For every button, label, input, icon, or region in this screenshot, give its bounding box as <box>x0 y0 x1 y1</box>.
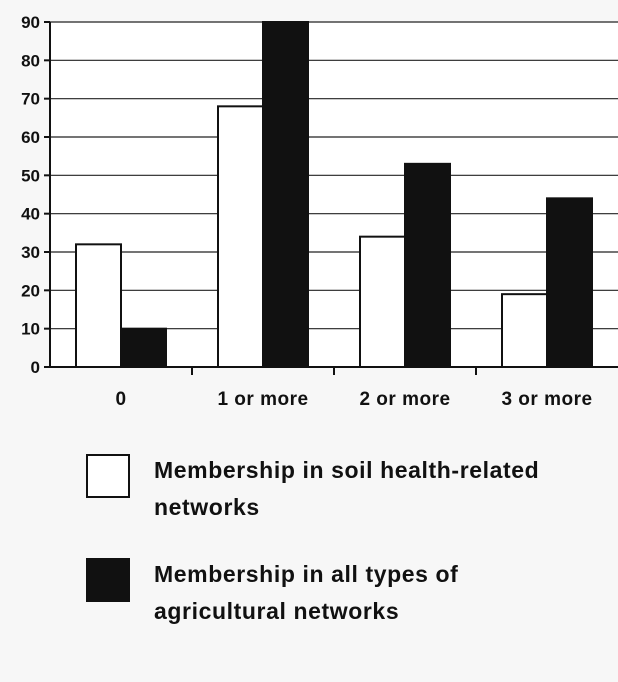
legend-item-soil-health: Membership in soil health-related networ… <box>86 452 544 526</box>
bar-agricultural <box>120 327 167 368</box>
y-tick-label: 90 <box>21 13 40 32</box>
y-tick-label: 60 <box>21 128 40 147</box>
legend-label-soil-health: Membership in soil health-related networ… <box>154 457 540 520</box>
y-tick-label: 10 <box>21 320 40 339</box>
legend-swatch-black <box>86 558 130 602</box>
y-tick-label: 70 <box>21 90 40 109</box>
y-tick-label: 40 <box>21 205 40 224</box>
y-tick-label: 0 <box>31 358 40 377</box>
bar-agricultural <box>546 197 593 368</box>
y-tick-label: 80 <box>21 51 40 70</box>
y-tick-label: 50 <box>21 166 40 185</box>
legend-label-agricultural: Membership in all types of agricultural … <box>154 561 459 624</box>
x-tick-label: 2 or more <box>359 389 450 410</box>
x-tick-label: 1 or more <box>217 389 308 410</box>
legend-swatch-white <box>86 454 130 498</box>
y-axis-ticks: 0 10 20 30 40 50 60 70 80 90 <box>21 13 50 377</box>
bar-soil-health <box>217 105 264 368</box>
bar-chart: 0 10 20 30 40 50 60 70 80 90 0 1 or more 2 or more 3… <box>21 13 618 410</box>
bar-agricultural <box>262 21 309 368</box>
y-tick-label: 30 <box>21 243 40 262</box>
bars <box>75 21 593 368</box>
legend-item-agricultural: Membership in all types of agricultural … <box>86 556 544 630</box>
x-tick-label: 0 <box>115 389 126 410</box>
x-axis-ticks <box>191 367 477 375</box>
bar-agricultural <box>404 162 451 368</box>
legend: Membership in soil health-related networ… <box>86 452 544 660</box>
bar-soil-health <box>359 235 406 368</box>
x-axis-labels: 0 1 or more 2 or more 3 or more <box>115 389 592 410</box>
bar-soil-health <box>501 293 548 368</box>
y-tick-label: 20 <box>21 281 40 300</box>
x-tick-label: 3 or more <box>501 389 592 410</box>
bar-soil-health <box>75 243 122 368</box>
